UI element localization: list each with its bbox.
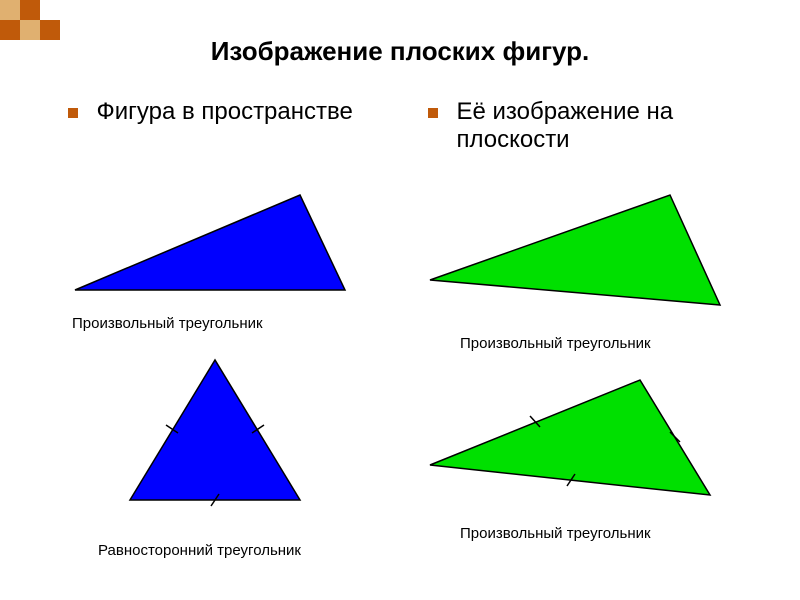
right-triangle-1-label: Произвольный треугольник — [460, 335, 651, 352]
figures-layer — [0, 0, 800, 600]
left-triangle-1-label: Произвольный треугольник — [72, 315, 263, 332]
right-triangle-2 — [430, 380, 710, 495]
right-triangle-2-label: Произвольный треугольник — [460, 525, 651, 542]
left-triangle-1 — [75, 195, 345, 290]
left-triangle-2 — [130, 360, 300, 500]
left-triangle-2-label: Равносторонний треугольник — [98, 542, 301, 559]
right-triangle-1 — [430, 195, 720, 305]
